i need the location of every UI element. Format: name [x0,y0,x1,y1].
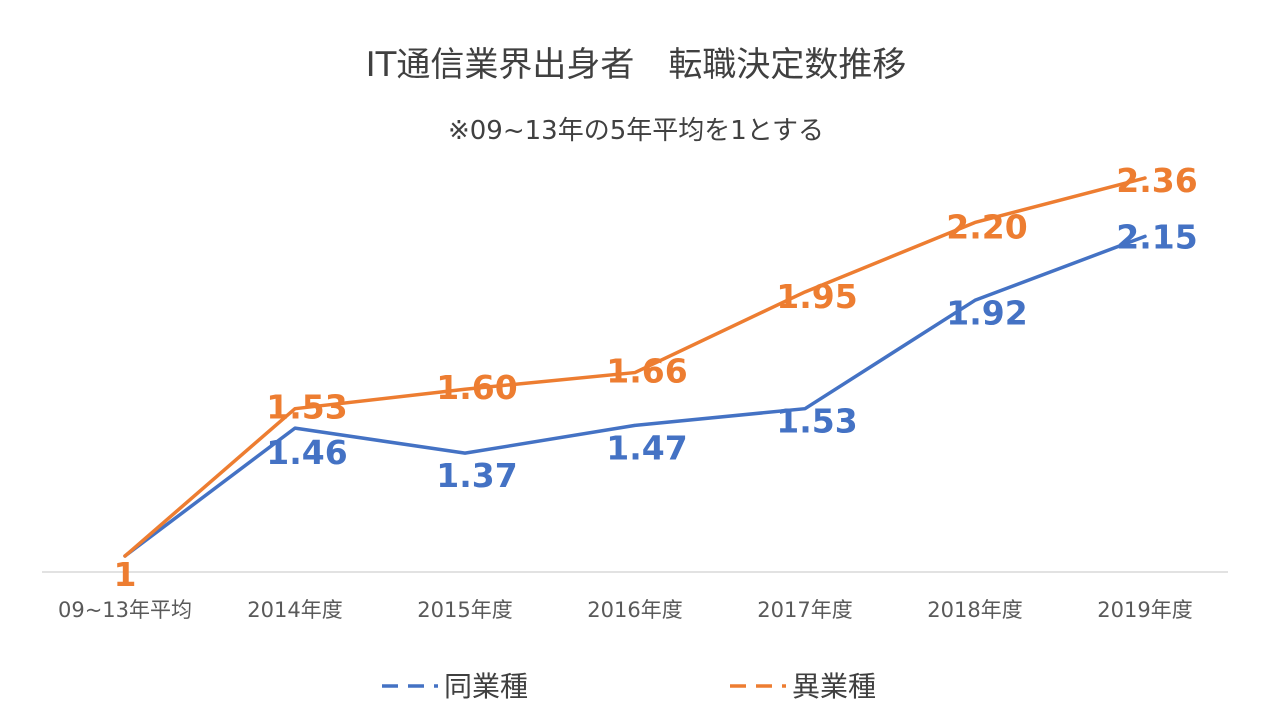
series-lines [123,176,1147,558]
chart-subtitle: ※09~13年の5年平均を1とする [448,116,824,146]
x-tick-label: 2016年度 [587,598,682,622]
data-label: 2.15 [1116,217,1197,256]
x-tick-label: 2014年度 [247,598,342,622]
data-label: 1.37 [436,456,517,495]
data-label: 2.36 [1116,161,1197,200]
series-line-2 [123,176,1147,558]
data-label: 1.60 [436,368,517,407]
series-line-1 [123,234,1147,558]
data-label: 1.47 [606,428,687,467]
data-label: 1.53 [776,402,857,441]
legend-label: 同業種 [444,670,528,703]
data-label: 1.46 [266,433,347,472]
data-label: 1.53 [266,388,347,427]
data-label: 1 [114,555,137,594]
data-label: 1.92 [946,293,1027,332]
x-axis-ticks: 09~13年平均 2014年度 2015年度 2016年度 2017年度 2018年度 20… [58,598,1193,622]
data-label: 2.20 [946,207,1027,246]
data-label: 1.66 [606,352,687,391]
data-label: 1.95 [776,277,857,316]
legend: 同業種 異業種 [382,670,876,703]
data-labels: 1.46 1.37 1.47 1.53 1.92 2.15 1 1.53 1.60 1.66 1.9… [114,161,1198,594]
x-tick-label: 2019年度 [1097,598,1192,622]
legend-label: 異業種 [792,670,876,703]
chart-title: IT通信業界出身者 転職決定数推移 [366,45,907,85]
x-tick-label: 09~13年平均 [58,598,192,622]
x-tick-label: 2018年度 [927,598,1022,622]
x-tick-label: 2017年度 [757,598,852,622]
x-tick-label: 2015年度 [417,598,512,622]
